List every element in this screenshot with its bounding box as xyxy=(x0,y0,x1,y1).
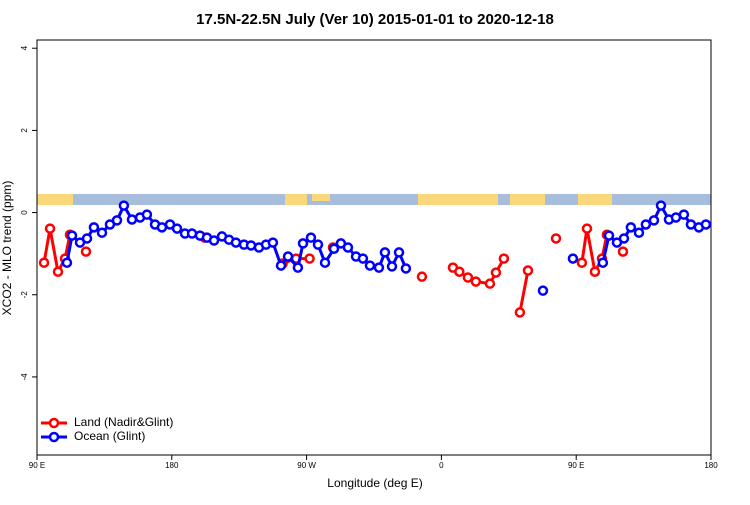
point xyxy=(490,267,502,278)
point xyxy=(96,227,108,238)
point xyxy=(581,223,593,234)
legend-label: Land (Nadir&Glint) xyxy=(74,415,173,429)
point xyxy=(640,219,652,230)
legend-marker xyxy=(48,417,60,429)
point xyxy=(597,257,609,268)
point xyxy=(498,253,510,264)
point xyxy=(156,222,168,233)
map-strip xyxy=(37,194,711,205)
point xyxy=(514,307,526,318)
y-tick-label: 0 xyxy=(20,210,29,215)
point xyxy=(319,257,331,268)
point xyxy=(537,285,549,296)
point xyxy=(522,265,534,276)
point xyxy=(386,261,398,272)
point xyxy=(328,243,340,254)
y-tick-label: 2 xyxy=(20,128,29,133)
point xyxy=(118,200,130,211)
point xyxy=(61,257,73,268)
point xyxy=(470,276,482,287)
point xyxy=(304,253,315,264)
y-axis-label: XCO2 - MLO trend (ppm) xyxy=(0,181,14,316)
x-axis-label: Longitude (deg E) xyxy=(327,476,422,490)
point xyxy=(373,262,385,273)
point xyxy=(342,242,354,253)
point xyxy=(66,230,78,241)
x-tick-label: 90 E xyxy=(29,461,45,470)
point xyxy=(44,223,56,234)
legend-label: Ocean (Glint) xyxy=(74,429,145,443)
point xyxy=(400,263,412,274)
point xyxy=(655,200,667,211)
point xyxy=(589,266,601,277)
point xyxy=(305,232,317,243)
x-tick-label: 90 W xyxy=(297,461,316,470)
y-tick-label: -2 xyxy=(20,291,29,299)
point xyxy=(618,233,630,244)
point xyxy=(52,266,64,277)
chart-title: 17.5N-22.5N July (Ver 10) 2015-01-01 to … xyxy=(196,11,554,28)
point xyxy=(603,230,615,241)
x-tick-label: 180 xyxy=(165,461,179,470)
point xyxy=(38,257,50,268)
point xyxy=(88,222,100,233)
point xyxy=(292,262,304,273)
point xyxy=(80,246,92,257)
point xyxy=(364,260,376,271)
x-tick-label: 180 xyxy=(704,461,718,470)
point xyxy=(312,239,324,250)
point xyxy=(141,209,153,220)
point xyxy=(416,271,428,282)
point xyxy=(678,209,690,220)
point xyxy=(111,215,123,226)
x-tick-label: 0 xyxy=(439,461,444,470)
point xyxy=(297,238,309,249)
point xyxy=(126,214,138,225)
y-tick-label: -4 xyxy=(20,373,29,381)
plot-frame xyxy=(36,39,712,456)
point xyxy=(700,219,712,230)
point xyxy=(267,237,279,248)
legend: Land (Nadir&Glint)Ocean (Glint) xyxy=(41,415,173,443)
point xyxy=(484,278,496,289)
series-line xyxy=(44,229,623,313)
point xyxy=(576,257,588,268)
point xyxy=(81,233,93,244)
point xyxy=(208,235,220,246)
point xyxy=(633,227,645,238)
point xyxy=(357,253,369,264)
point xyxy=(648,215,660,226)
point xyxy=(567,253,579,264)
point xyxy=(625,222,637,233)
y-tick-label: 4 xyxy=(20,45,29,50)
point xyxy=(230,237,242,248)
point xyxy=(275,260,287,271)
x-tick-label: 90 E xyxy=(568,461,584,470)
legend-marker xyxy=(48,431,60,443)
point xyxy=(171,223,183,234)
point xyxy=(617,246,629,257)
point xyxy=(454,266,465,277)
point xyxy=(393,247,405,258)
point xyxy=(550,233,562,244)
point xyxy=(379,247,391,258)
point xyxy=(462,272,474,283)
point xyxy=(282,251,294,262)
